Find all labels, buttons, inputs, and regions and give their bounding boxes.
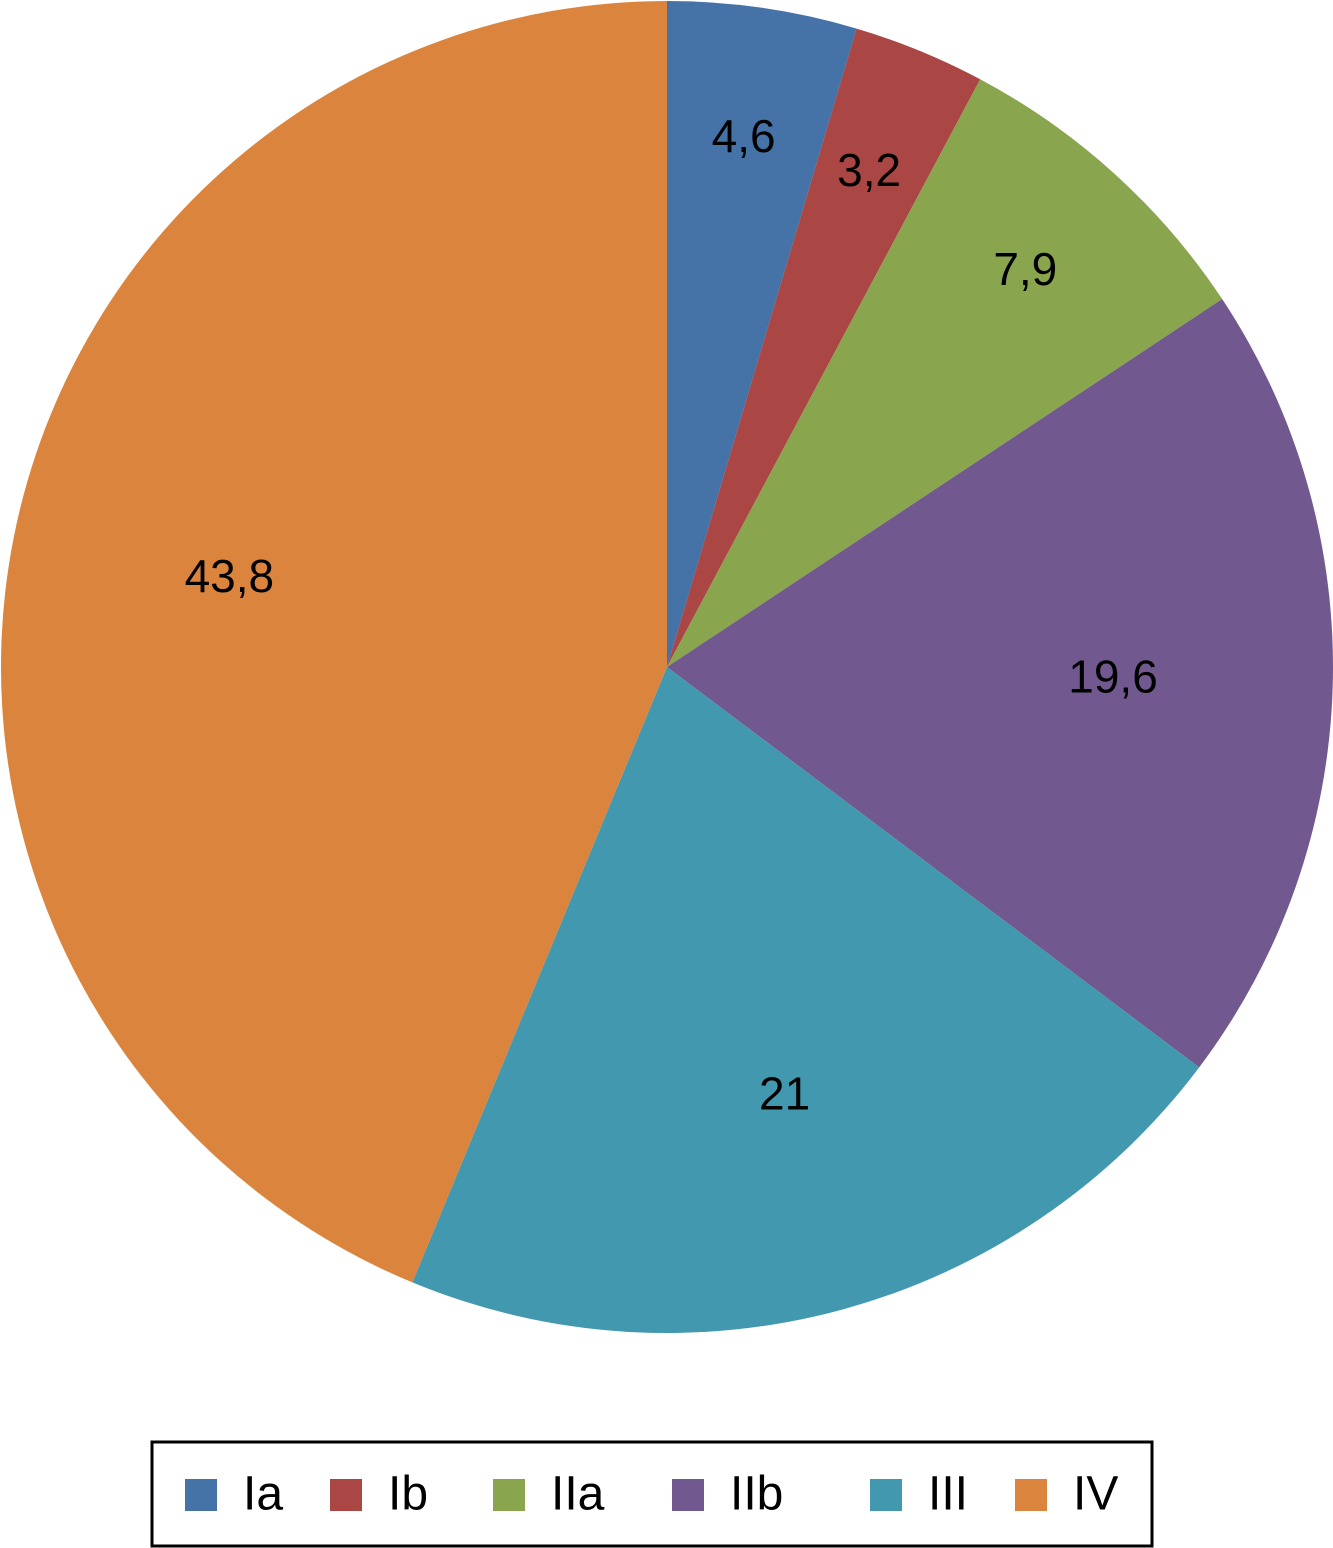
legend-label: Ia bbox=[243, 1468, 283, 1521]
legend-swatch bbox=[330, 1479, 362, 1511]
pie-slice bbox=[412, 667, 1200, 1333]
legend-label: III bbox=[928, 1468, 968, 1521]
data-label: 19,6 bbox=[1068, 650, 1158, 702]
pie-slice bbox=[667, 1, 857, 667]
legend-label: IV bbox=[1073, 1468, 1118, 1521]
legend-swatch bbox=[1015, 1479, 1047, 1511]
pie-slice bbox=[667, 79, 1223, 668]
data-label: 4,6 bbox=[712, 110, 776, 162]
legend-label: Ib bbox=[388, 1468, 428, 1521]
legend-label: IIa bbox=[551, 1468, 605, 1521]
legend-label: IIb bbox=[730, 1468, 783, 1521]
data-label: 7,9 bbox=[993, 243, 1057, 295]
legend-swatch bbox=[185, 1479, 217, 1511]
data-label: 43,8 bbox=[185, 550, 275, 602]
legend-box bbox=[150, 1440, 1154, 1548]
data-label: 21 bbox=[759, 1068, 810, 1120]
legend-swatch bbox=[672, 1479, 704, 1511]
legend-swatch bbox=[493, 1479, 525, 1511]
legend-swatch bbox=[870, 1479, 902, 1511]
pie-slice bbox=[1, 1, 667, 1283]
pie-slice bbox=[667, 28, 981, 668]
pie-slice bbox=[667, 299, 1333, 1068]
data-label: 3,2 bbox=[837, 144, 901, 196]
